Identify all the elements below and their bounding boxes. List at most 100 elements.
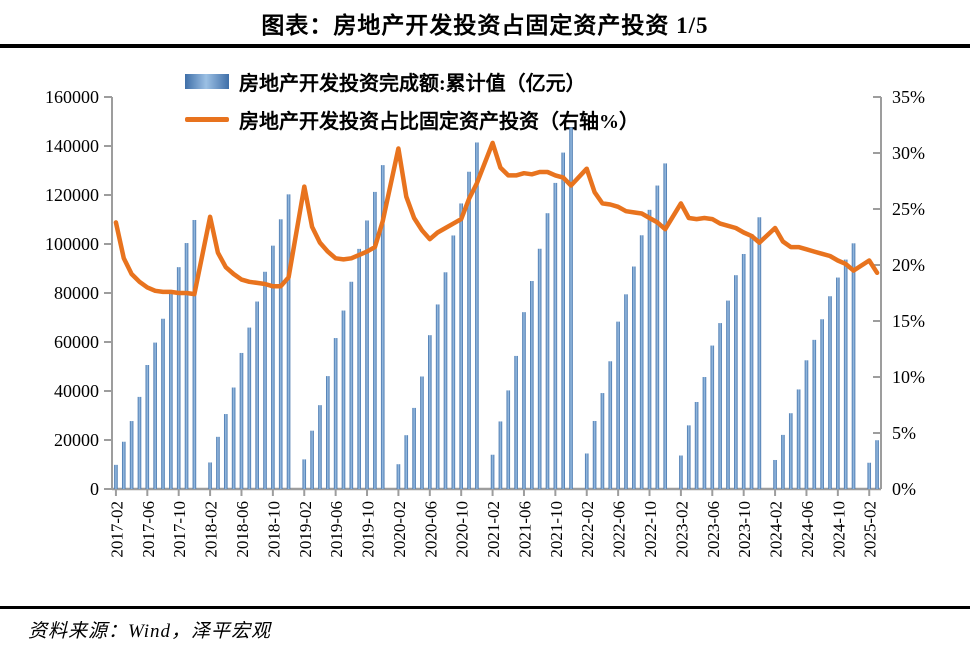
bar: [632, 266, 636, 489]
bar: [773, 459, 777, 489]
bar: [333, 338, 338, 489]
left-axis-tick-label: 80000: [54, 283, 99, 303]
x-axis-tick-label: 2024-10: [829, 501, 848, 558]
bar: [247, 327, 252, 489]
bar: [263, 271, 267, 489]
bar: [836, 277, 840, 489]
bar: [584, 453, 589, 489]
x-axis-tick-label: 2019-02: [296, 501, 315, 558]
x-axis-tick-label: 2020-10: [453, 501, 472, 558]
axes-layer: [104, 96, 882, 496]
x-axis-tick-label: 2017-06: [139, 501, 158, 558]
bar: [365, 220, 369, 489]
line-layer: [113, 140, 880, 297]
x-axis-tick-label: 2022-10: [641, 501, 660, 558]
bar: [522, 312, 526, 489]
bar: [710, 345, 715, 489]
x-axis-tick-label: 2020-02: [390, 501, 409, 558]
bar: [286, 194, 291, 489]
left-axis-tick-label: 40000: [54, 381, 99, 401]
bar: [812, 339, 817, 489]
bar: [420, 376, 424, 489]
right-axis-tick-label: 15%: [892, 311, 925, 331]
bar: [561, 152, 565, 490]
bar: [302, 459, 307, 489]
bars-layer: [114, 127, 879, 490]
x-axis-tick-label: 2021-02: [484, 501, 503, 558]
right-axis-tick-label: 35%: [892, 87, 925, 107]
bar: [734, 275, 738, 489]
bar: [569, 127, 573, 490]
bar: [788, 413, 793, 489]
bar: [184, 243, 189, 489]
x-axis-tick-label: 2024-06: [798, 501, 817, 558]
bar: [490, 454, 495, 489]
bar: [239, 352, 244, 489]
legend-item-bars: 房地产开发投资完成额:累计值（亿元）: [185, 64, 639, 98]
bar: [741, 253, 746, 489]
left-axis-tick-label: 160000: [45, 87, 99, 107]
right-axis-tick-label: 0%: [892, 479, 916, 499]
right-axis-tick-label: 20%: [892, 255, 925, 275]
x-axis-tick-label: 2018-06: [233, 501, 252, 558]
bar: [796, 389, 801, 489]
left-axis-tick-label: 120000: [45, 185, 99, 205]
right-axis-tick-label: 5%: [892, 423, 916, 443]
bar: [647, 209, 652, 489]
bar: [467, 171, 471, 489]
x-axis-tick-label: 2021-06: [515, 501, 534, 558]
bar: [545, 213, 550, 489]
bar: [530, 281, 534, 489]
x-axis-tick-label: 2019-10: [359, 501, 378, 558]
right-axis-tick-label: 10%: [892, 367, 925, 387]
bar: [851, 243, 856, 489]
right-axis-tick-label: 25%: [892, 199, 925, 219]
right-axis-tick-label: 30%: [892, 143, 925, 163]
legend-label-bars: 房地产开发投资完成额:累计值（亿元）: [239, 72, 586, 95]
left-axis-tick-label: 0: [90, 479, 99, 499]
bar: [161, 318, 165, 489]
bar: [702, 377, 707, 489]
bar: [396, 464, 401, 489]
ratio-line: [113, 140, 880, 297]
bar: [145, 365, 150, 489]
bar: [176, 267, 181, 489]
bar: [192, 219, 197, 490]
bar: [255, 301, 259, 489]
x-axis-tick-label: 2019-06: [327, 501, 346, 558]
bar: [153, 342, 157, 489]
bar: [828, 296, 832, 489]
bar: [514, 355, 518, 489]
x-axis-tick-label: 2018-02: [202, 501, 221, 558]
bar: [694, 401, 699, 489]
bar: [639, 235, 644, 489]
bar: [867, 462, 872, 489]
bar: [726, 300, 730, 489]
x-axis-tick-label: 2017-10: [170, 501, 189, 558]
bar: [325, 376, 330, 489]
bar: [686, 425, 691, 489]
bar: [655, 185, 660, 489]
bar: [169, 291, 173, 489]
legend-item-line: 房地产开发投资占比固定资产投资（右轴%）: [185, 102, 639, 136]
bar: [616, 321, 620, 489]
x-axis-tick-label: 2025-02: [861, 501, 880, 558]
bar: [349, 281, 354, 489]
title-divider: [0, 44, 970, 48]
footer-divider: [0, 606, 970, 609]
bar: [428, 335, 432, 489]
bar: [121, 441, 126, 489]
bar: [506, 390, 511, 489]
x-axis-tick-label: 2020-06: [421, 501, 440, 558]
bar: [475, 142, 479, 489]
labels-layer: 0 20000 40000 60000 80000 100000 120000 140000 1…: [45, 87, 925, 558]
bar: [820, 319, 824, 489]
legend-label-line: 房地产开发投资占比固定资产投资（右轴%）: [239, 110, 639, 133]
bar: [592, 420, 597, 489]
line-series-swatch: [185, 116, 229, 122]
x-axis-tick-label: 2023-02: [672, 501, 691, 558]
bar: [451, 235, 456, 489]
bar: [278, 219, 283, 490]
x-axis-tick-label: 2018-10: [264, 501, 283, 558]
bar: [608, 361, 613, 489]
